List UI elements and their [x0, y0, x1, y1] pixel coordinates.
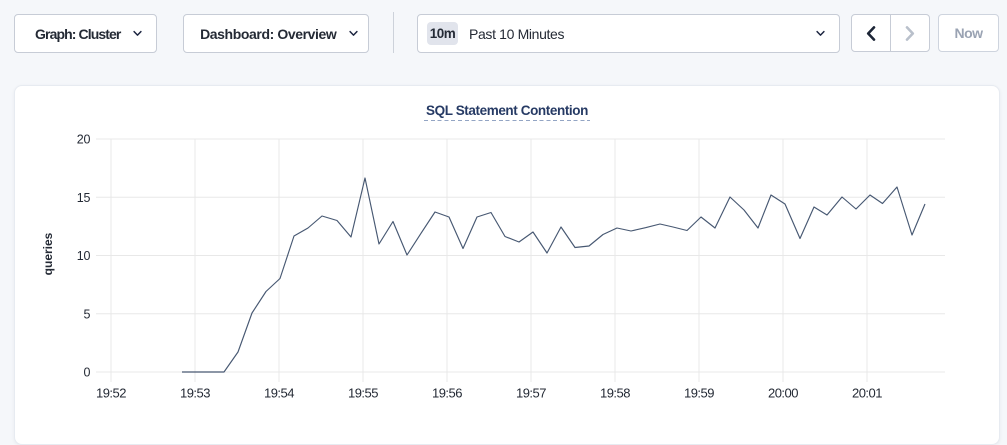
svg-text:10: 10	[77, 249, 91, 263]
svg-text:20:01: 20:01	[852, 386, 882, 401]
svg-text:19:54: 19:54	[264, 386, 294, 401]
svg-text:19:52: 19:52	[96, 386, 126, 401]
svg-text:19:55: 19:55	[348, 386, 378, 401]
svg-text:19:58: 19:58	[600, 386, 630, 401]
svg-text:20:00: 20:00	[768, 386, 798, 401]
svg-text:19:53: 19:53	[180, 386, 210, 401]
svg-text:19:56: 19:56	[432, 386, 462, 401]
svg-text:15: 15	[77, 191, 91, 205]
svg-text:20: 20	[77, 133, 91, 147]
svg-text:19:57: 19:57	[516, 386, 546, 401]
svg-text:19:59: 19:59	[684, 386, 714, 401]
svg-text:0: 0	[84, 366, 91, 380]
svg-text:queries: queries	[41, 232, 55, 275]
svg-text:5: 5	[84, 307, 91, 321]
